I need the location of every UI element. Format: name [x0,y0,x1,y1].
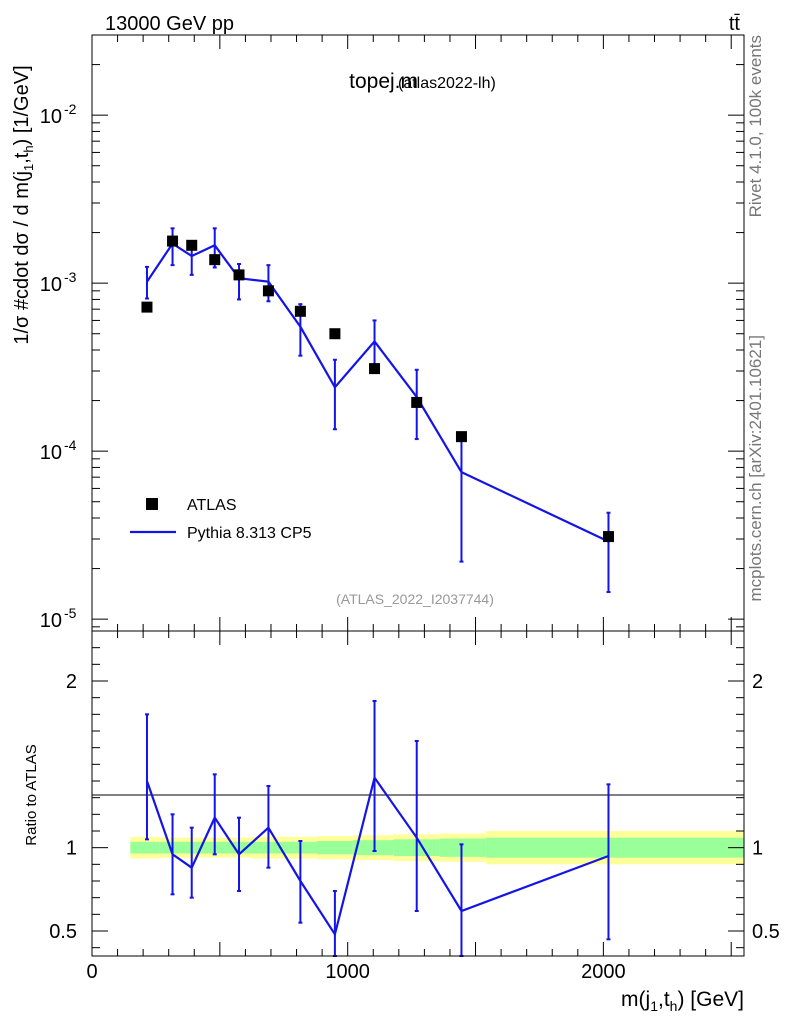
y-tick-exponent: -3 [64,269,77,285]
ratio-frame [91,630,745,957]
y-tick-label: 10 [40,610,62,632]
data-point [233,269,245,281]
ratio-y-tick-label-right: 2 [752,671,763,693]
ratio-y-tick-label-right: 0.5 [752,921,780,943]
ratio-y-axis-label: Ratio to ATLAS [23,744,40,845]
uncertainty-bands [130,831,744,865]
mc-error-bars [144,227,611,594]
legend: ATLAS Pythia 8.313 CP5 [130,497,312,542]
main-panel: 10-510-410-310-2 topej.m (atlas2022-lh) … [11,34,745,632]
ratio-error-bars [144,700,611,957]
data-point [141,301,153,313]
ratio-y-tick-label: 0.5 [49,921,77,943]
ratio-axis-ticks [91,630,744,956]
data-point [294,305,306,317]
rivet-label: Rivet 4.1.0, 100k events [746,35,765,217]
stat-uncertainty-band [485,837,744,858]
x-tick-label: 1000 [325,961,370,983]
data-point [167,235,179,247]
main-y-tick-labels: 10-510-410-310-2 [40,101,77,632]
process-label: tt̄ [729,13,741,35]
analysis-id-label: (ATLAS_2022_I2037744) [336,591,494,607]
data-point [262,285,274,297]
ratio-y-tick-label: 1 [66,838,77,860]
ratio-line [145,775,609,938]
data-point [186,239,198,251]
y-tick-label: 10 [40,442,62,464]
ratio-series [145,775,609,938]
x-axis-label: m(j1,th) [GeV] [621,988,744,1014]
mc-line [146,242,609,543]
energy-label: 13000 GeV pp [105,13,234,35]
ratio-panel: 0.5 0.5 1 1 2 2 Ratio to ATLAS [23,630,780,957]
y-tick-exponent: -5 [64,605,77,621]
data-point [602,531,614,543]
y-tick-exponent: -4 [64,437,77,453]
data-point [209,254,221,266]
x-tick-labels: 0 1000 2000 [86,961,625,983]
legend-label-mc: Pythia 8.313 CP5 [187,525,312,542]
stat-uncertainty-band [439,838,486,857]
y-tick-label: 10 [40,274,62,296]
main-y-axis-label: 1/σ #cdot dσ / d m(j1,th) [1/GeV] [11,65,36,344]
main-axis-ticks [91,34,744,631]
legend-marker-atlas [146,498,158,510]
stat-uncertainty-band [352,840,394,856]
legend-label-atlas: ATLAS [187,497,237,514]
ratio-y-tick-label-right: 1 [752,838,763,860]
ratio-y-tick-labels: 0.5 0.5 1 1 2 2 [49,671,780,943]
data-series [141,235,614,543]
data-point [369,363,381,375]
stat-uncertainty-band [184,841,202,854]
data-point [411,396,423,408]
x-tick-label: 2000 [581,961,626,983]
ratio-y-tick-label: 2 [66,671,77,693]
plot-title: topej.m [349,70,418,93]
y-tick-exponent: -2 [64,101,77,117]
plot-subtitle: (atlas2022-lh) [398,75,496,92]
x-tick-label: 0 [86,961,97,983]
y-tick-label: 10 [40,106,62,128]
source-label: mcplots.cern.ch [arXiv:2401.10621] [746,335,765,601]
mc-series [146,242,609,543]
data-point [329,328,341,340]
data-point [455,431,467,443]
stat-uncertainty-band [130,841,160,854]
stat-uncertainty-band [317,841,353,855]
